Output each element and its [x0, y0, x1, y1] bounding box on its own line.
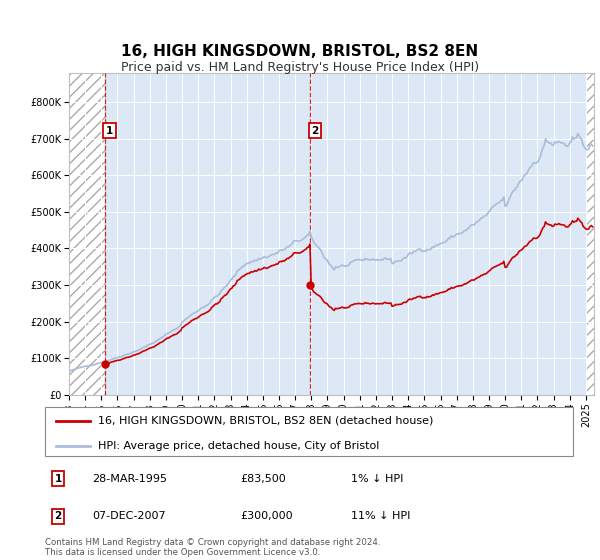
Text: HPI: Average price, detached house, City of Bristol: HPI: Average price, detached house, City… — [98, 441, 379, 451]
Text: 16, HIGH KINGSDOWN, BRISTOL, BS2 8EN: 16, HIGH KINGSDOWN, BRISTOL, BS2 8EN — [121, 44, 479, 59]
Text: 1: 1 — [106, 126, 113, 136]
Text: £300,000: £300,000 — [241, 511, 293, 521]
Text: 1% ↓ HPI: 1% ↓ HPI — [351, 474, 404, 484]
Text: 2: 2 — [311, 126, 319, 136]
Text: 2: 2 — [55, 511, 62, 521]
Bar — [586, 73, 594, 395]
Text: 1: 1 — [55, 474, 62, 484]
Text: 16, HIGH KINGSDOWN, BRISTOL, BS2 8EN (detached house): 16, HIGH KINGSDOWN, BRISTOL, BS2 8EN (de… — [98, 416, 433, 426]
Bar — [69, 73, 105, 395]
Text: Contains HM Land Registry data © Crown copyright and database right 2024.
This d: Contains HM Land Registry data © Crown c… — [45, 538, 380, 557]
Text: £83,500: £83,500 — [241, 474, 286, 484]
Text: 11% ↓ HPI: 11% ↓ HPI — [351, 511, 410, 521]
Text: 07-DEC-2007: 07-DEC-2007 — [92, 511, 166, 521]
FancyBboxPatch shape — [45, 407, 573, 456]
Text: 28-MAR-1995: 28-MAR-1995 — [92, 474, 167, 484]
Text: Price paid vs. HM Land Registry's House Price Index (HPI): Price paid vs. HM Land Registry's House … — [121, 62, 479, 74]
